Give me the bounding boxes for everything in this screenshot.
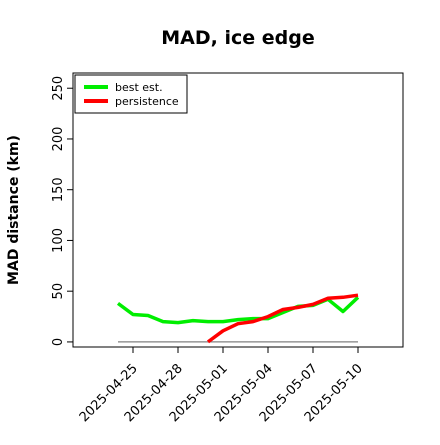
y-tick-label: 100: [51, 228, 66, 253]
y-tick-label: 250: [51, 76, 66, 101]
y-tick-label: 150: [51, 177, 66, 202]
y-tick-label: 50: [51, 283, 66, 300]
series-line-persistence: [206, 293, 359, 344]
legend: best est. persistence: [74, 74, 188, 114]
y-tick-label: 200: [51, 127, 66, 152]
legend-label-persistence: persistence: [115, 95, 179, 108]
plot-area-frame: [72, 72, 404, 348]
y-tick-label: 0: [51, 338, 66, 346]
y-axis-label: MAD distance (km): [6, 135, 22, 285]
chart-title: MAD, ice edge: [161, 27, 314, 49]
series-layer: [116, 293, 360, 344]
y-axis: 0 50 100 150 200 250: [51, 76, 73, 346]
x-axis: 2025-04-252025-04-282025-05-012025-05-04…: [77, 347, 366, 425]
legend-label-best-est: best est.: [115, 81, 163, 94]
legend-box: [74, 74, 188, 114]
